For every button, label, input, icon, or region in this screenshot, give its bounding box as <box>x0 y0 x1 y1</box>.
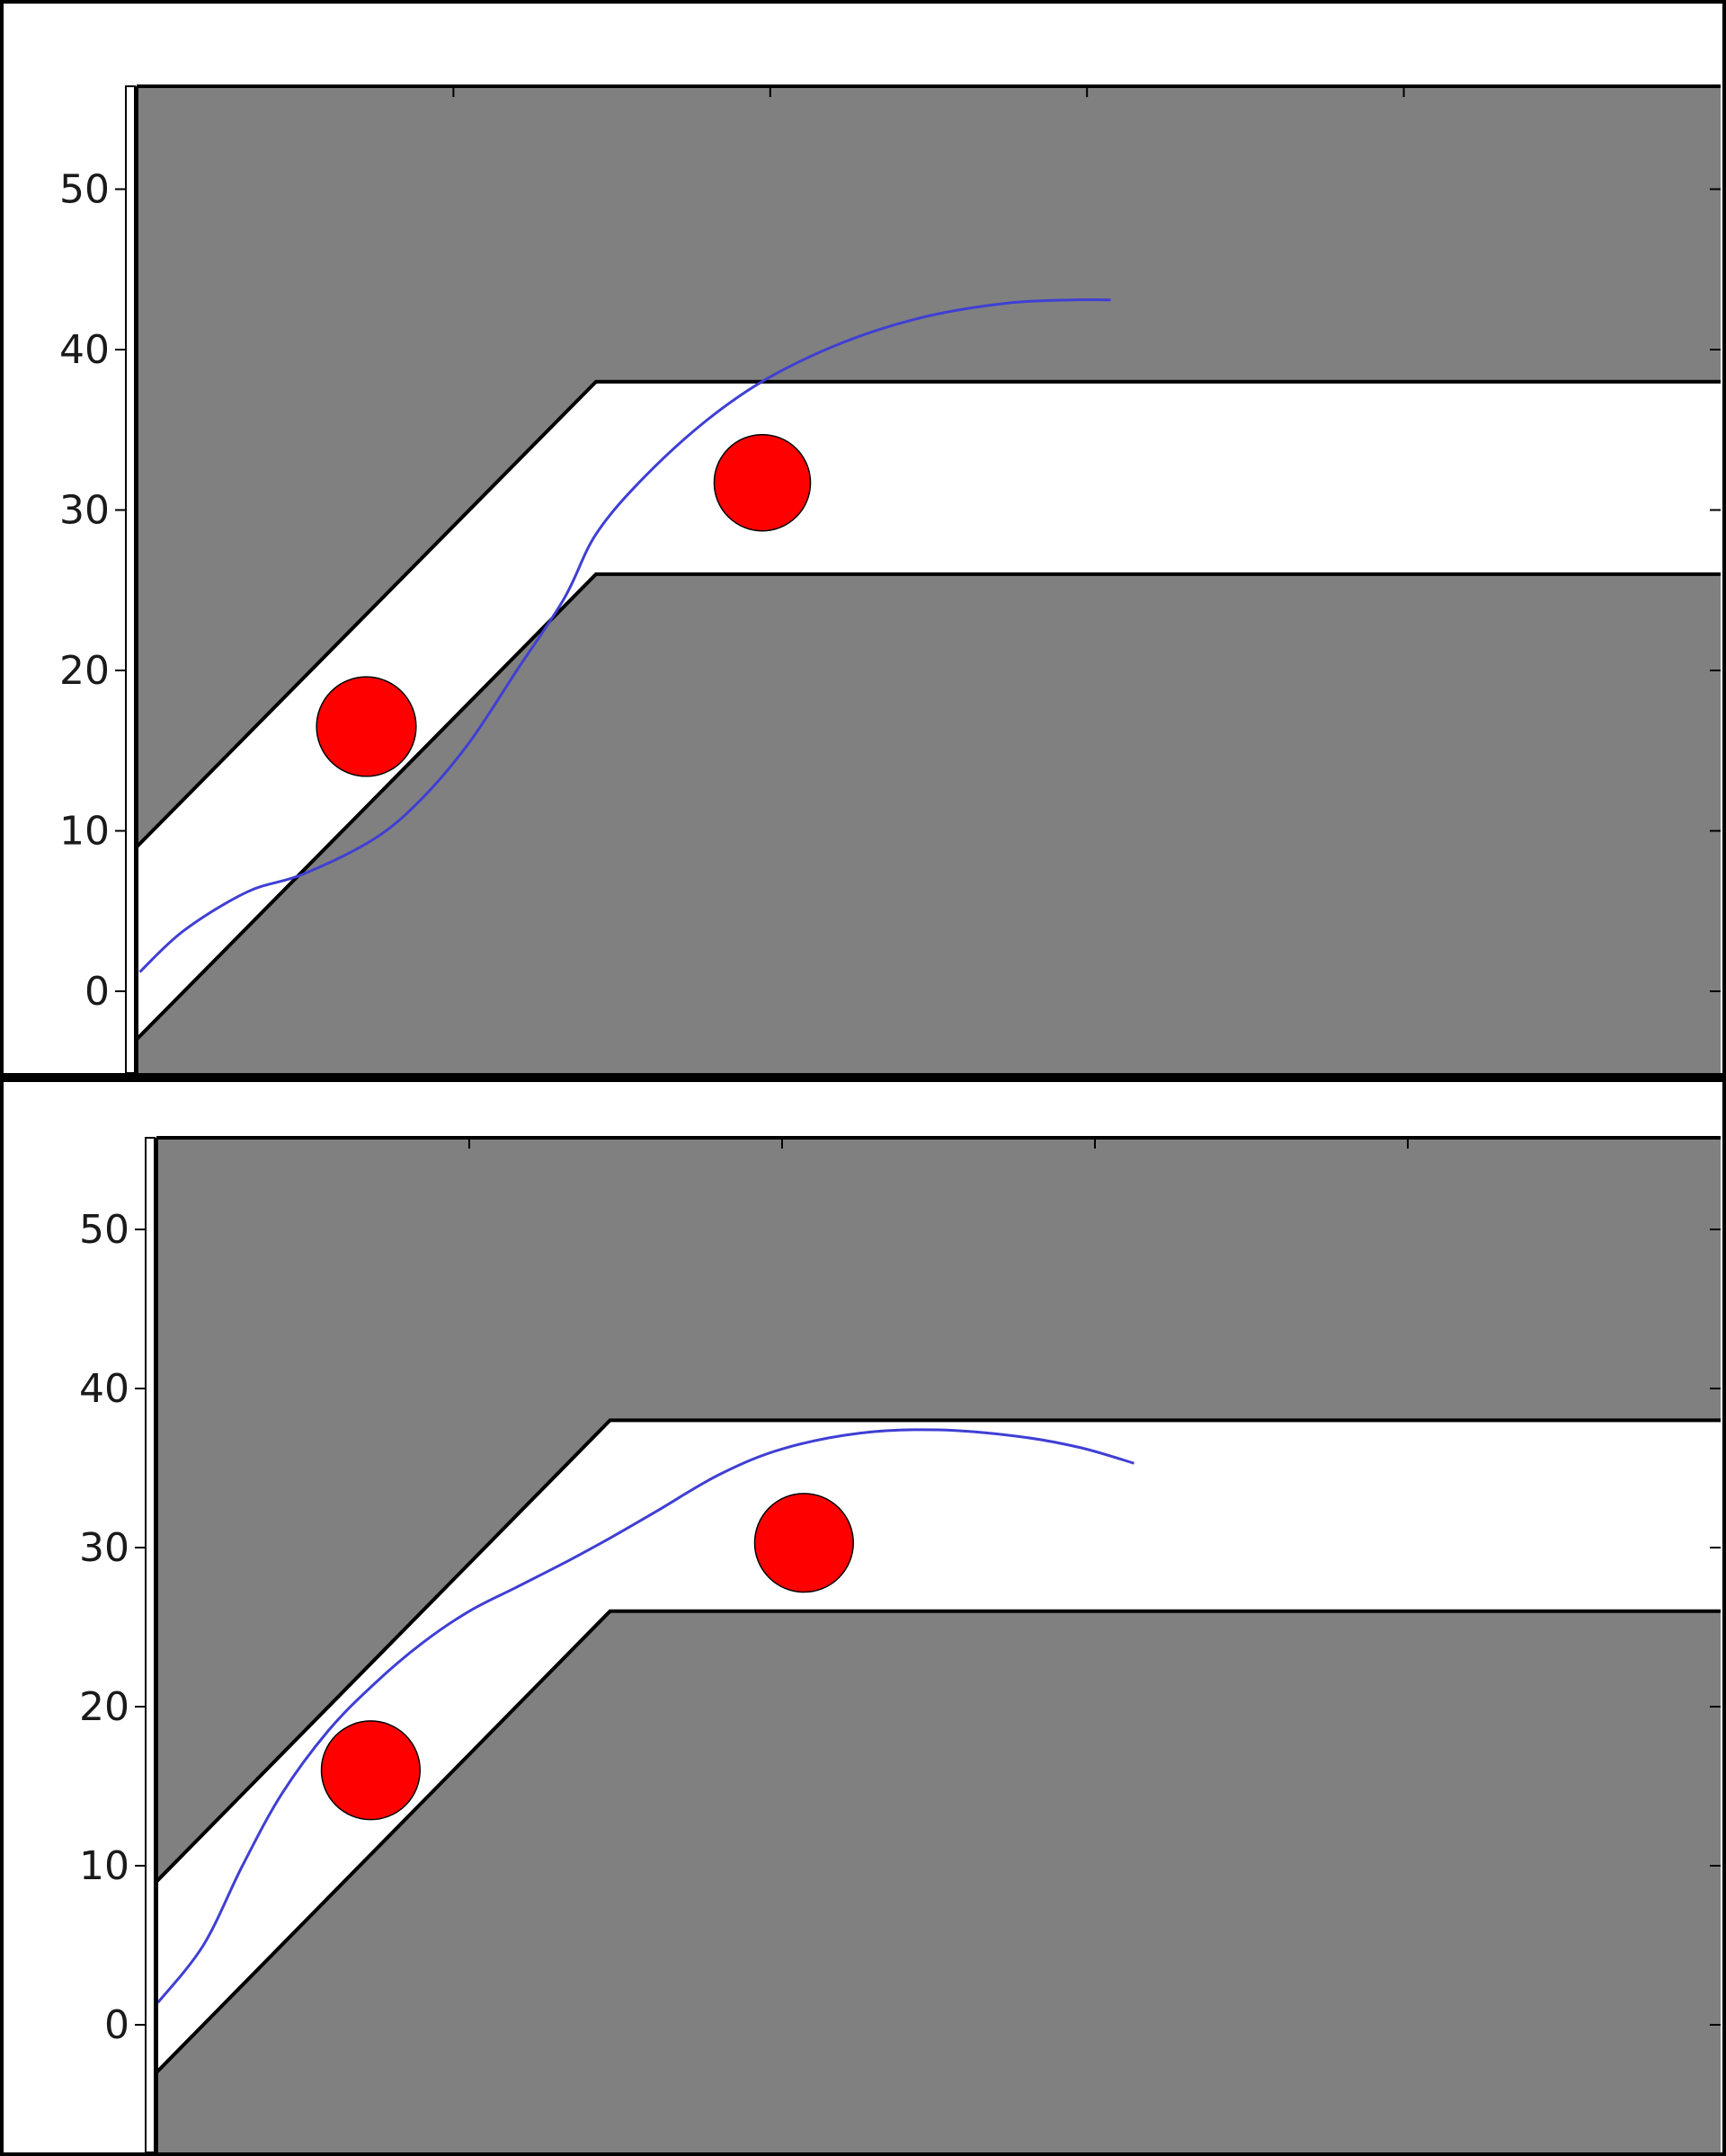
y-tick-label: 10 <box>59 809 110 855</box>
y-tick-label: 0 <box>85 969 110 1015</box>
obstacle-2 <box>754 1494 853 1593</box>
bottom-chart: 0 10 20 30 40 50 <box>4 1082 1722 2152</box>
top-chart-panel: 0 10 20 30 40 50 <box>4 4 1722 1073</box>
obstacle-2 <box>714 435 810 531</box>
axis-strip <box>146 1138 155 2152</box>
axis-strip <box>126 86 135 1073</box>
y-tick-label: 50 <box>59 167 110 213</box>
y-tick-label: 0 <box>104 2002 129 2048</box>
y-tick-label: 10 <box>79 1843 129 1889</box>
y-tick-label: 20 <box>59 648 110 694</box>
plot-background <box>137 86 1721 1073</box>
y-tick-label: 30 <box>79 1525 129 1571</box>
y-tick-label: 40 <box>59 327 110 373</box>
bottom-chart-panel: 0 10 20 30 40 50 <box>4 1082 1722 2152</box>
obstacle-1 <box>316 677 416 776</box>
y-tick-label: 20 <box>79 1684 129 1730</box>
y-tick-label: 50 <box>79 1207 129 1253</box>
y-tick-label: 30 <box>59 488 110 534</box>
y-tick-label: 40 <box>79 1366 129 1412</box>
obstacle-1 <box>322 1721 421 1820</box>
top-chart: 0 10 20 30 40 50 <box>4 4 1722 1073</box>
